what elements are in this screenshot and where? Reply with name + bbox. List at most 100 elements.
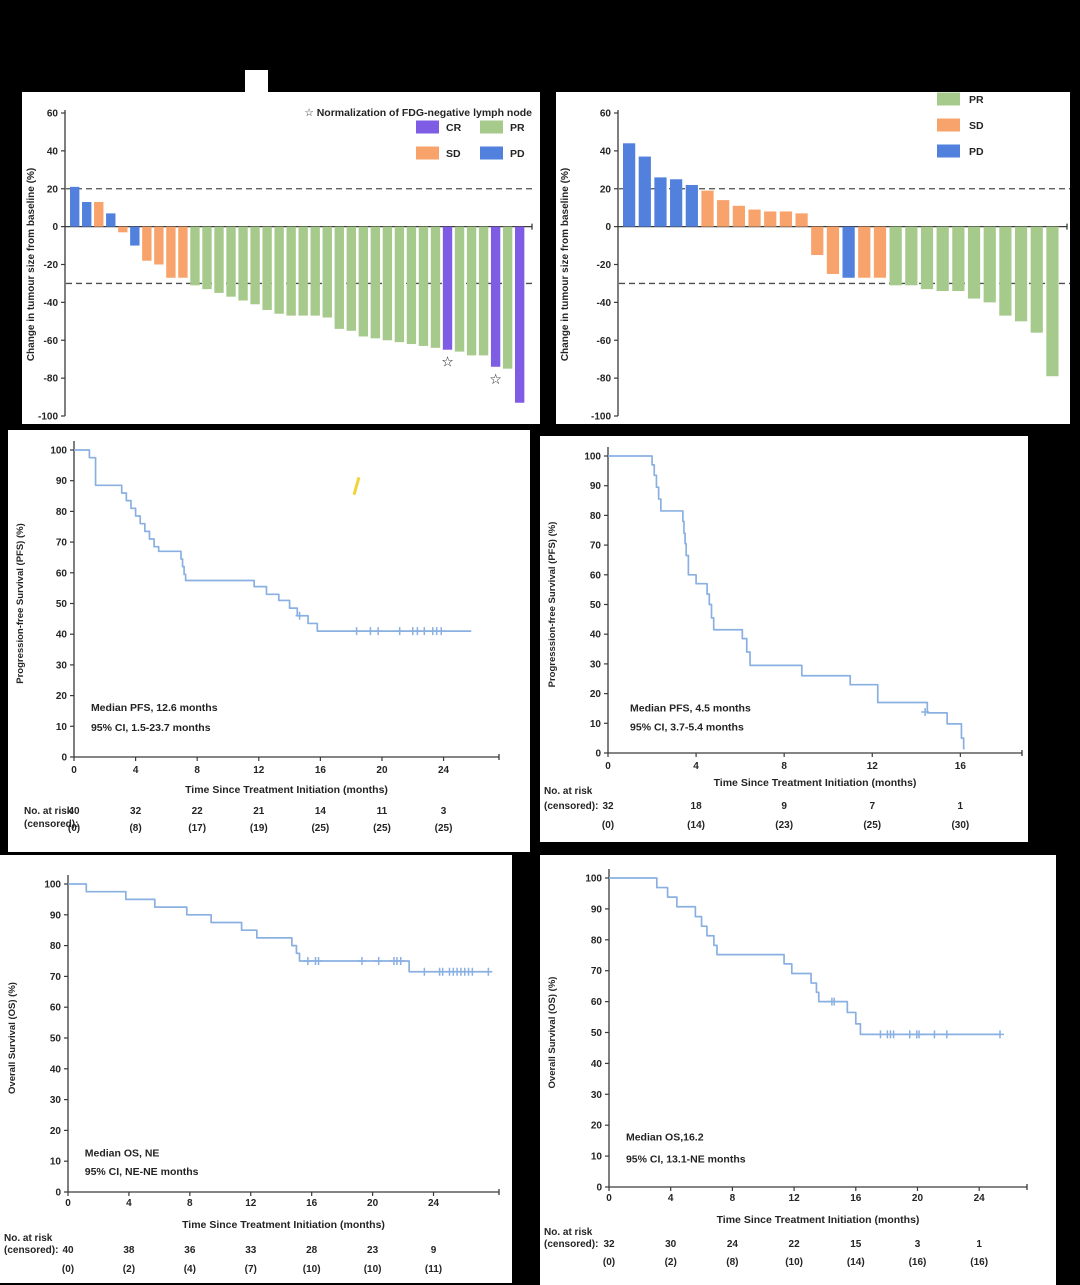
waterfall-bar [178, 226, 188, 278]
x-tick-label: 16 [850, 1193, 862, 1204]
y-tick-label: 90 [50, 910, 62, 921]
y-tick-label: 90 [591, 904, 603, 915]
waterfall-bar [920, 226, 934, 290]
y-axis-label: Progresssion-free Survival (PFS) (%) [547, 522, 558, 688]
y-tick-label: 30 [50, 1095, 62, 1106]
censored-count: (0) [602, 820, 614, 831]
x-tick-label: 12 [253, 765, 265, 776]
y-tick-label: 0 [605, 222, 611, 233]
y-tick-label: 40 [47, 146, 59, 157]
censored-count: (23) [775, 820, 793, 831]
waterfall-bar [732, 205, 745, 227]
waterfall-bar [514, 226, 525, 403]
risk-count: 7 [869, 801, 875, 812]
censored-count: (17) [188, 823, 206, 834]
y-tick-label: 10 [591, 1152, 603, 1163]
waterfall-bar [670, 179, 683, 227]
x-axis-label: Time Since Treatment Initiation (months) [185, 784, 388, 796]
waterfall-bar [952, 226, 965, 292]
annotation-line: 95% CI, 13.1-NE months [626, 1153, 746, 1165]
legend-swatch-SD [937, 118, 960, 132]
y-tick-label: 70 [590, 541, 602, 552]
y-tick-label: 20 [591, 1121, 603, 1132]
waterfall-right-chart: 60 40 20 0 -20 -40 -60 -80 -100 Change in tumour … [560, 92, 1070, 423]
x-tick-label: 0 [605, 761, 611, 772]
waterfall-bar [1014, 226, 1028, 322]
y-tick-label: -20 [597, 260, 612, 271]
y-tick-label: 60 [600, 109, 612, 120]
y-axis-label: Overall Survival (OS) (%) [547, 977, 558, 1089]
y-tick-label: 30 [590, 659, 602, 670]
panel-pfs-right: 100 90 80 70 60 50 40 30 20 10 0 Progresssion-free … [540, 436, 1028, 842]
y-tick-label: -60 [597, 336, 612, 347]
y-tick-label: 70 [50, 972, 62, 983]
waterfall-bar [250, 226, 260, 305]
x-tick-label: 4 [693, 761, 699, 772]
y-tick-label: 10 [50, 1157, 62, 1168]
white-notch [245, 70, 268, 94]
waterfall-bar [430, 226, 441, 348]
censored-count: (25) [373, 823, 391, 834]
waterfall-bar [298, 226, 308, 316]
risk-count: 9 [781, 801, 787, 812]
y-tick-label: 50 [56, 599, 68, 610]
legend-swatch-SD [416, 146, 439, 160]
waterfall-bar [370, 226, 381, 339]
censored-label: (censored): [544, 801, 598, 812]
waterfall-bar [905, 226, 918, 286]
y-tick-label: 60 [56, 568, 68, 579]
risk-label: No. at risk [544, 1227, 593, 1238]
waterfall-bar [811, 226, 824, 256]
y-tick-label: 0 [55, 1188, 61, 1199]
legend-label-SD: SD [969, 120, 984, 132]
y-tick-label: 60 [591, 997, 603, 1008]
risk-label: No. at risk [4, 1233, 53, 1244]
censored-label: (censored): [544, 1239, 598, 1250]
waterfall-bar [999, 226, 1012, 316]
y-tick-label: -60 [44, 336, 59, 347]
y-tick-label: 10 [590, 719, 602, 730]
y-axis-label: Change in tumour size from baseline (%) [560, 168, 571, 361]
y-tick-label: -100 [591, 412, 611, 423]
y-tick-label: 90 [590, 481, 602, 492]
y-tick-label: 60 [590, 570, 602, 581]
risk-count: 21 [253, 806, 265, 817]
x-tick-label: 0 [65, 1198, 71, 1209]
censor-marks [295, 611, 446, 636]
x-tick-label: 8 [730, 1193, 736, 1204]
annotation-line: 95% CI, NE-NE months [85, 1166, 199, 1178]
censor-marks [303, 957, 493, 976]
waterfall-bar [394, 226, 405, 343]
waterfall-bar [226, 226, 236, 297]
x-tick-label: 4 [126, 1198, 132, 1209]
y-tick-label: 80 [591, 935, 603, 946]
annotation-line: Median PFS, 4.5 months [630, 702, 751, 714]
waterfall-bar [190, 226, 200, 286]
risk-count: 18 [691, 801, 703, 812]
waterfall-bar [685, 184, 698, 227]
waterfall-bar [286, 226, 296, 316]
x-tick-label: 8 [187, 1198, 193, 1209]
risk-count: 28 [306, 1245, 318, 1256]
risk-count: 30 [665, 1239, 677, 1250]
y-tick-label: -80 [44, 374, 59, 385]
annotation-line: Median OS, NE [85, 1148, 160, 1160]
y-tick-label: 100 [585, 874, 602, 885]
legend-label-PR: PR [510, 122, 525, 134]
annotation-line: Median OS,16.2 [626, 1132, 704, 1144]
waterfall-bar [238, 226, 248, 301]
waterfall-bar [764, 211, 777, 227]
waterfall-bar [70, 186, 80, 227]
y-tick-label: 30 [56, 660, 68, 671]
star-marker: ☆ [489, 371, 502, 387]
waterfall-bar [654, 177, 667, 227]
x-tick-label: 24 [428, 1198, 440, 1209]
annotation-line: Median PFS, 12.6 months [91, 702, 218, 714]
waterfall-bar [873, 226, 887, 278]
legend-swatch-PR [480, 120, 503, 134]
waterfall-bar [858, 226, 871, 278]
y-tick-label: 60 [50, 1003, 62, 1014]
waterfall-bar [454, 226, 465, 352]
risk-count: 23 [367, 1245, 379, 1256]
censor-marks [921, 708, 930, 717]
